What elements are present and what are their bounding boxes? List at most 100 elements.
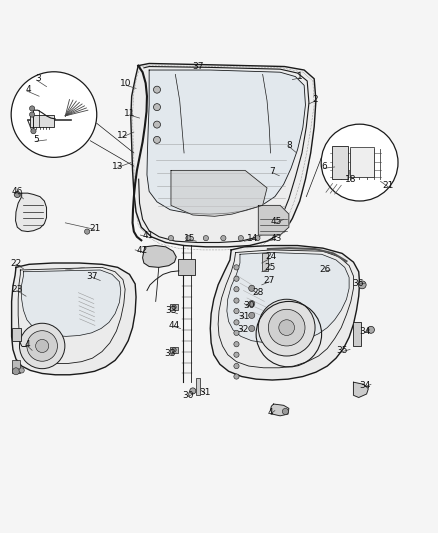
Text: 15: 15 [184,233,195,243]
Text: 34: 34 [360,327,371,336]
Polygon shape [227,253,349,343]
Text: 25: 25 [265,263,276,272]
Polygon shape [131,63,316,247]
Circle shape [186,236,191,241]
Text: 1: 1 [297,72,303,81]
Circle shape [268,309,305,346]
Text: 30: 30 [243,301,254,310]
Polygon shape [271,404,289,416]
Circle shape [221,236,226,241]
FancyBboxPatch shape [353,322,361,346]
Text: 44: 44 [169,321,180,330]
Text: 22: 22 [11,259,21,268]
Circle shape [234,287,239,292]
Circle shape [153,121,160,128]
Circle shape [11,72,97,157]
Circle shape [172,305,176,309]
Text: 11: 11 [124,109,135,118]
Circle shape [19,368,24,373]
Circle shape [29,106,35,111]
FancyBboxPatch shape [170,347,178,353]
Circle shape [358,281,366,289]
Circle shape [168,236,173,241]
Polygon shape [171,171,267,216]
Text: 2: 2 [312,95,318,104]
Text: 8: 8 [286,141,292,150]
Polygon shape [353,382,368,398]
Text: 27: 27 [264,276,275,285]
Circle shape [12,368,19,375]
Text: 31: 31 [239,312,250,321]
Text: 37: 37 [87,272,98,280]
Circle shape [29,112,35,117]
Polygon shape [147,70,305,214]
Circle shape [27,330,57,361]
Circle shape [153,86,160,93]
Circle shape [153,103,160,111]
FancyBboxPatch shape [262,253,268,271]
Circle shape [190,388,196,394]
Text: 26: 26 [319,265,330,274]
Polygon shape [210,246,360,380]
FancyBboxPatch shape [12,328,21,341]
Text: 30: 30 [183,391,194,400]
FancyBboxPatch shape [170,304,178,310]
Circle shape [238,236,244,241]
Text: 3: 3 [35,74,41,83]
Text: 23: 23 [11,285,22,294]
Circle shape [367,326,374,333]
Circle shape [234,352,239,357]
Circle shape [234,298,239,303]
Circle shape [279,320,294,335]
Circle shape [85,229,90,234]
Circle shape [35,340,49,352]
Text: 4: 4 [24,340,30,349]
Text: 6: 6 [321,163,327,172]
FancyBboxPatch shape [12,360,20,374]
Text: 28: 28 [253,288,264,297]
FancyBboxPatch shape [30,115,54,127]
Text: 31: 31 [199,387,211,397]
Text: 18: 18 [345,175,357,184]
Text: 37: 37 [192,62,204,71]
Text: 7: 7 [269,167,275,176]
Text: 10: 10 [120,79,132,88]
Text: 4: 4 [25,85,31,94]
Circle shape [14,191,20,198]
Text: 42: 42 [137,246,148,255]
Text: 45: 45 [270,217,282,227]
Text: 12: 12 [117,131,129,140]
Circle shape [321,124,398,201]
Circle shape [234,364,239,369]
Circle shape [234,330,239,335]
Text: 21: 21 [89,223,100,232]
Text: 43: 43 [270,233,282,243]
Text: 33: 33 [165,305,177,314]
Circle shape [258,299,315,356]
FancyBboxPatch shape [350,147,374,177]
Polygon shape [12,263,136,375]
Text: 33: 33 [164,349,176,358]
Text: 5: 5 [34,135,39,144]
Circle shape [234,276,239,281]
Polygon shape [15,193,46,231]
Text: 36: 36 [352,279,364,288]
Polygon shape [258,205,289,235]
Text: 46: 46 [11,187,23,196]
Circle shape [234,309,239,313]
Text: 34: 34 [360,381,371,390]
Circle shape [234,265,239,270]
Circle shape [283,408,288,415]
Text: 41: 41 [142,231,154,240]
Text: 35: 35 [336,346,348,355]
Circle shape [249,312,255,318]
Text: 32: 32 [237,325,249,334]
Polygon shape [143,246,176,268]
Text: 24: 24 [265,253,276,261]
Circle shape [249,326,255,332]
Circle shape [255,236,260,241]
Circle shape [172,348,176,352]
Circle shape [234,320,239,325]
Circle shape [19,323,65,369]
Text: 4: 4 [268,408,273,417]
